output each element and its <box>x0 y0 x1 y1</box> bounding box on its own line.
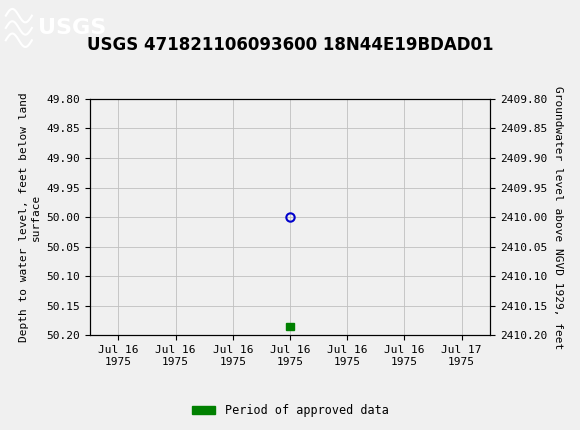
Y-axis label: Groundwater level above NGVD 1929, feet: Groundwater level above NGVD 1929, feet <box>553 86 563 349</box>
Legend: Period of approved data: Period of approved data <box>187 399 393 422</box>
Bar <box>286 323 294 330</box>
Y-axis label: Depth to water level, feet below land
surface: Depth to water level, feet below land su… <box>19 92 41 342</box>
Text: USGS: USGS <box>38 18 106 38</box>
Text: USGS 471821106093600 18N44E19BDAD01: USGS 471821106093600 18N44E19BDAD01 <box>87 36 493 54</box>
